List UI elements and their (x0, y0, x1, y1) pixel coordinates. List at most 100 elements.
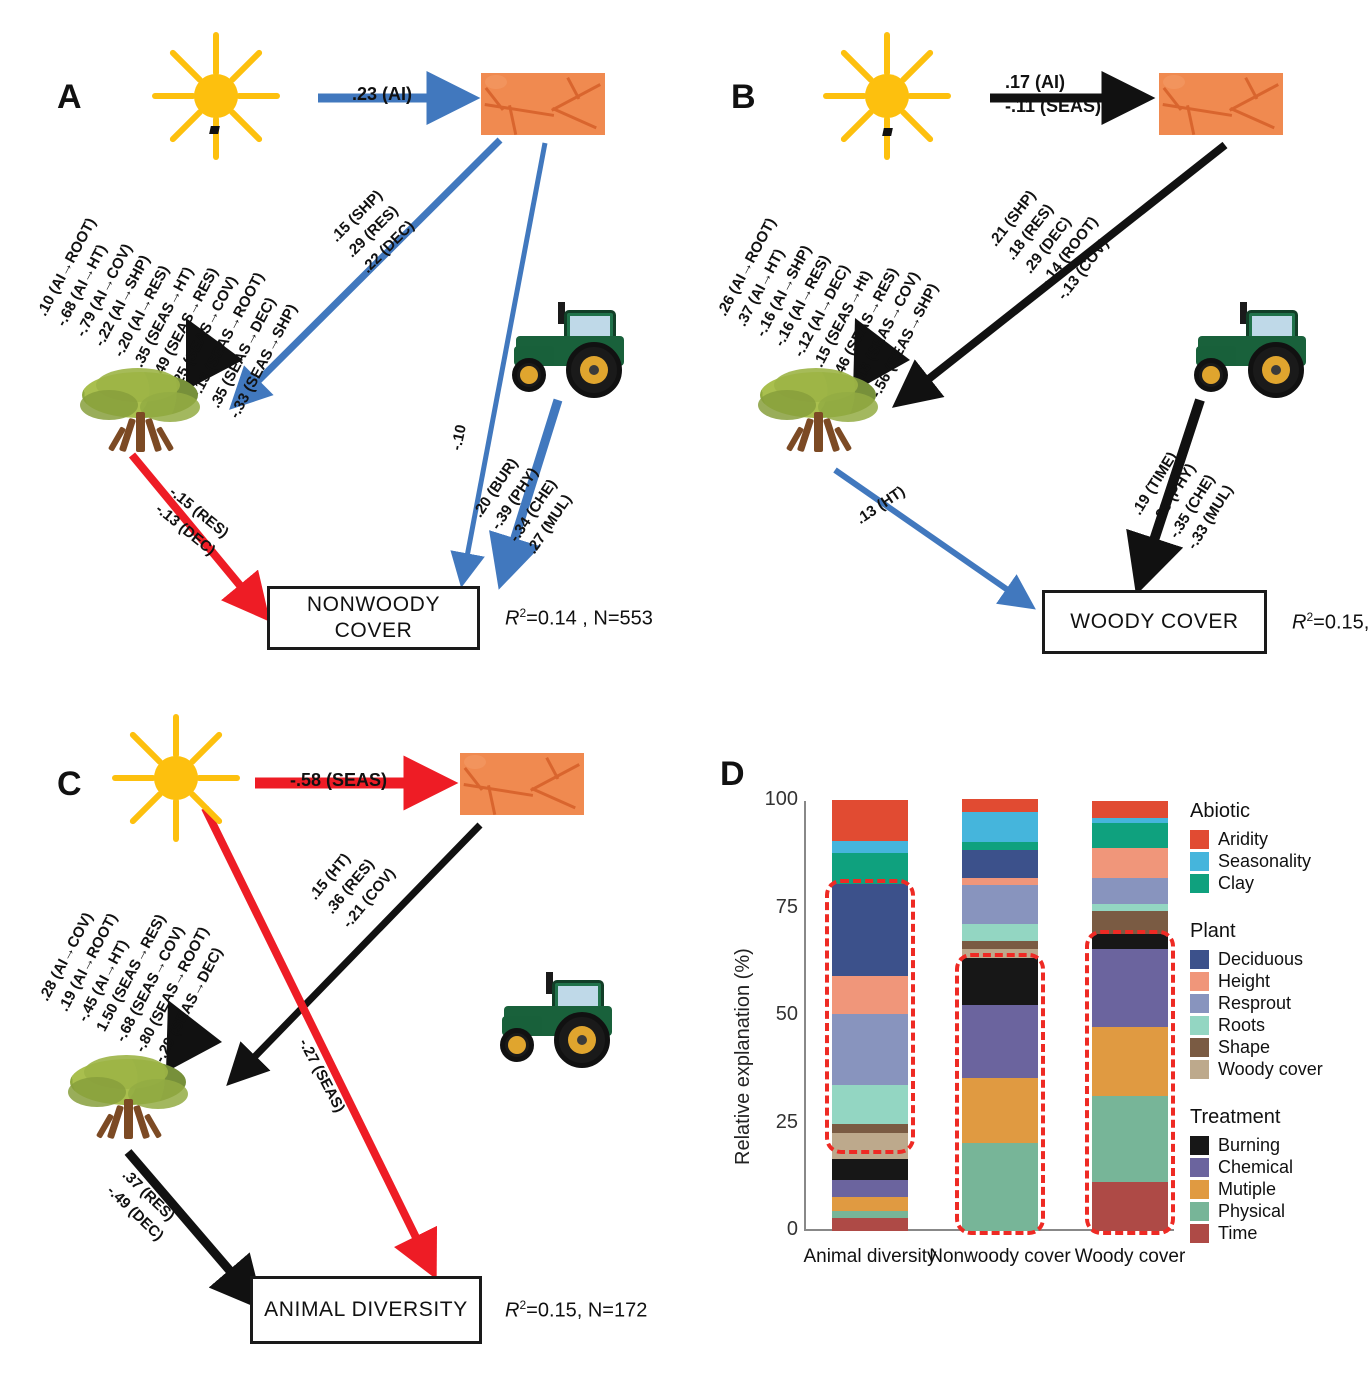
y-axis-tick: 25 (775, 1110, 798, 1133)
label-item: -.10 (447, 423, 470, 452)
bar-segment (962, 811, 1038, 842)
bar-animal-diversity (832, 799, 908, 1231)
legend-group-title: Abiotic (1190, 800, 1251, 822)
stats-rest: =0.15, N=411 (1313, 611, 1369, 634)
bar-segment (1092, 848, 1168, 879)
legend-label: Roots (1218, 1015, 1266, 1035)
label-item: -.11 (SEAS) (1005, 96, 1102, 116)
legend-item[interactable]: Resprout (1190, 993, 1369, 1014)
panel-d: D Relative explanation (%) 0 25 50 75 100 An… (700, 695, 1369, 1390)
legend-item[interactable]: Time (1190, 1223, 1369, 1244)
bar-segment (832, 1013, 908, 1085)
bar-segment (832, 1158, 908, 1181)
bar-segment (962, 850, 1038, 879)
legend-label: Mutiple (1218, 1179, 1277, 1199)
legend-item[interactable]: Roots (1190, 1015, 1369, 1036)
label-group-c-climate-to-plant: .28 (AI→COV) .19 (AI→ROOT) -.45 (AI→HT) … (34, 872, 234, 1066)
bar-segment (962, 949, 1038, 958)
bar-segment (1092, 1026, 1168, 1096)
stats-rest: =0.15, N=172 (526, 1299, 648, 1322)
x-axis-tick: Animal diversity (803, 1246, 937, 1267)
tractor-icon (510, 300, 640, 398)
x-axis-tick: Nonwoody cover (929, 1246, 1071, 1267)
outcome-label: WOODY COVER (1070, 609, 1239, 633)
legend-swatch (1190, 1038, 1209, 1057)
bar-segment (962, 923, 1038, 941)
sun-icon (152, 32, 280, 160)
legend-swatch (1190, 830, 1209, 849)
legend-swatch (1190, 1202, 1209, 1221)
bar-segment (962, 957, 1038, 1006)
legend-item[interactable]: Aridity (1190, 829, 1369, 850)
stats-a: R2=0.14 , N=553 (505, 606, 653, 631)
bar-segment (832, 1197, 908, 1212)
label-group-a-plant-to-outcome: -.15 (RES) -.13 (DEC) (151, 482, 234, 561)
r-symbol: R (1292, 611, 1307, 634)
legend-item[interactable]: Seasonality (1190, 851, 1369, 872)
legend-group: Plant Deciduous Height Resprout Roots Shape Wo… (1190, 920, 1369, 1080)
bar-segment (832, 884, 908, 977)
bar-segment (832, 840, 908, 854)
chart-legend: Abiotic Aridity Seasonality Clay Plant Decidu… (1190, 800, 1369, 1270)
bar-segment (962, 940, 1038, 950)
shrub-icon (756, 368, 886, 458)
legend-item[interactable]: Shape (1190, 1037, 1369, 1058)
legend-group-title: Plant (1190, 920, 1236, 942)
legend-item[interactable]: Chemical (1190, 1157, 1369, 1178)
legend-label: Physical (1218, 1201, 1286, 1221)
tractor-icon (1192, 300, 1322, 398)
legend-label: Height (1218, 971, 1271, 991)
bar-segment (1092, 1181, 1168, 1231)
legend-label: Woody cover (1218, 1059, 1323, 1079)
outcome-label: ANIMAL DIVERSITY (264, 1297, 468, 1321)
outcome-box-animal-diversity: ANIMAL DIVERSITY (250, 1276, 482, 1344)
shrub-icon (66, 1055, 196, 1145)
bar-segment (962, 1078, 1038, 1143)
legend-item[interactable]: Physical (1190, 1201, 1369, 1222)
label-group-c-plant-to-outcome: .37 (RES) -.49 (DEC) (102, 1165, 184, 1246)
outcome-box-woody-cover: WOODY COVER (1042, 590, 1267, 654)
y-axis-tick: 0 (786, 1218, 798, 1240)
stats-c: R2=0.15, N=172 (505, 1298, 647, 1323)
legend-label: Aridity (1218, 829, 1269, 849)
legend-swatch (1190, 1224, 1209, 1243)
label-item: .13 (HT) (853, 482, 909, 528)
bar-segment (832, 799, 908, 841)
sun-icon (112, 714, 240, 842)
bar-segment (962, 1005, 1038, 1079)
bar-segment (1092, 878, 1168, 905)
bar-woody-cover (1092, 801, 1168, 1231)
legend-label: Clay (1218, 873, 1255, 893)
bar-segment (832, 1124, 908, 1133)
bar-segment (832, 1084, 908, 1125)
legend-item[interactable]: Mutiple (1190, 1179, 1369, 1200)
bar-segment (832, 853, 908, 885)
y-axis-tick: 100 (764, 788, 798, 810)
legend-item[interactable]: Burning (1190, 1135, 1369, 1156)
bar-segment (832, 1132, 908, 1159)
legend-item[interactable]: Deciduous (1190, 949, 1369, 970)
label-group-b-sun-to-soil: .17 (AI) -.11 (SEAS) (1005, 72, 1102, 116)
label-a-soil-to-outcome: -.10 (446, 423, 473, 453)
r-symbol: R (505, 607, 520, 630)
legend-label: Chemical (1218, 1157, 1294, 1177)
r-symbol: R (505, 1299, 520, 1322)
legend-label: Deciduous (1218, 949, 1304, 969)
panel-a-letter: A (57, 78, 82, 116)
bar-segment (962, 884, 1038, 924)
legend-item[interactable]: Woody cover (1190, 1059, 1369, 1080)
legend-swatch (1190, 950, 1209, 969)
legend-item[interactable]: Height (1190, 971, 1369, 992)
legend-swatch (1190, 852, 1209, 871)
legend-swatch (1190, 874, 1209, 893)
legend-label: Burning (1218, 1135, 1281, 1155)
bar-segment (832, 1180, 908, 1198)
panel-a: A .23 (AI) .10 (AI→ROOT) -.68 (AI→HT) -.… (0, 0, 684, 700)
legend-item[interactable]: Clay (1190, 873, 1369, 894)
panel-b: B .17 (AI) -.11 (SEAS) .26 (AI→ROOT) .37… (684, 0, 1369, 700)
bar-segment (832, 1218, 908, 1231)
legend-label: Time (1218, 1223, 1258, 1243)
x-axis-tick: Woody cover (1074, 1246, 1186, 1267)
label-group-a-treatment: .20 (BUR) -.39 (PHY) -.34 (CHE) .27 (MUL… (468, 451, 580, 559)
r-exponent: 2 (1306, 610, 1314, 624)
